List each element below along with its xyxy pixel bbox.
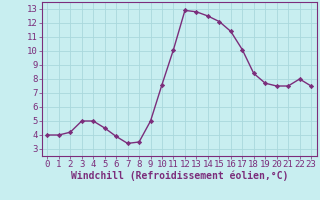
X-axis label: Windchill (Refroidissement éolien,°C): Windchill (Refroidissement éolien,°C) xyxy=(70,171,288,181)
